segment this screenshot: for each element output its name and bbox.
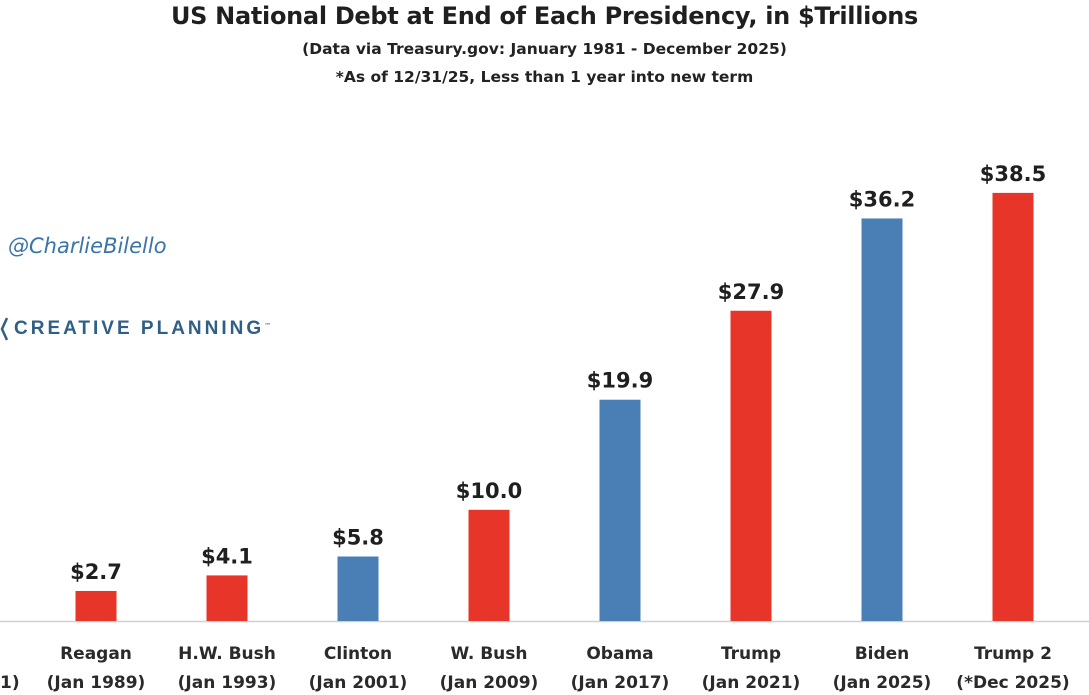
category-label: Obama [586,644,653,664]
value-label: $27.9 [718,280,784,304]
value-label: $5.8 [332,526,384,550]
bar-trump-2 [992,192,1034,621]
chart-title: US National Debt at End of Each Presiden… [170,2,919,30]
category-label: Reagan [60,644,132,664]
bar-h-w-bush [206,575,248,621]
category-label: Clinton [324,644,392,664]
bar-reagan [75,590,117,621]
value-label: $38.5 [980,162,1046,186]
value-label: $4.1 [201,544,253,568]
category-label: W. Bush [450,644,527,664]
value-label: $2.7 [70,560,122,584]
category-label: Trump [721,644,781,664]
author-handle: @CharlieBilello [8,234,167,258]
category-label: Biden [855,644,910,664]
brand-mark-icon [0,317,8,341]
cropped-category-date-label: 1) [0,673,20,693]
brand-name: CREATIVE PLANNING [14,318,265,339]
category-date-label: (Jan 2001) [309,673,408,693]
bar-biden [861,218,903,621]
category-date-label: (Jan 1989) [47,673,146,693]
bar-trump [730,310,772,621]
category-date-label: (Jan 2025) [833,673,932,693]
bar-clinton [337,556,379,621]
value-label: $10.0 [456,479,522,503]
category-date-label: (*Dec 2025) [956,673,1069,693]
category-date-label: (Jan 1993) [178,673,277,693]
brand-trademark: ™ [264,322,272,330]
bar-w-bush [468,509,510,621]
value-label: $19.9 [587,369,653,393]
category-label: Trump 2 [974,644,1052,664]
category-label: H.W. Bush [178,644,276,664]
category-date-label: (Jan 2021) [702,673,801,693]
chart-note: *As of 12/31/25, Less than 1 year into n… [335,68,754,86]
category-date-label: (Jan 2009) [440,673,539,693]
value-label: $36.2 [849,187,915,211]
chart-subtitle: (Data via Treasury.gov: January 1981 - D… [302,40,787,58]
brand-logo: CREATIVE PLANNING ™ [0,314,271,344]
category-date-label: (Jan 2017) [571,673,670,693]
bar-obama [599,399,641,621]
